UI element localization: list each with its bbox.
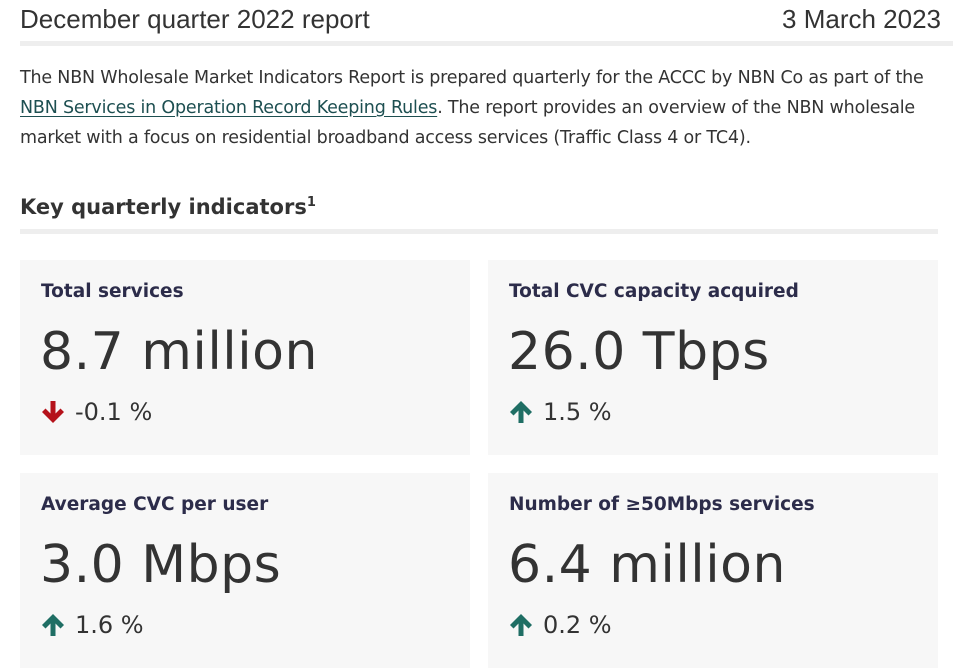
arrow-down-icon xyxy=(42,401,64,423)
indicator-change: 0.2 % xyxy=(508,609,612,641)
intro-paragraph: The NBN Wholesale Market Indicators Repo… xyxy=(20,63,940,153)
indicator-card-50mbps-services: Number of ≥50Mbps services 6.4 million 0… xyxy=(488,473,938,668)
footnote-marker[interactable]: 1 xyxy=(306,195,316,210)
indicator-change: -0.1 % xyxy=(40,396,152,428)
indicator-value: 6.4 million xyxy=(508,535,786,595)
indicator-value: 8.7 million xyxy=(40,322,318,382)
indicator-change: 1.5 % xyxy=(508,396,612,428)
intro-text-after: . The report provides an overview of the… xyxy=(20,98,915,148)
indicator-card-average-cvc: Average CVC per user 3.0 Mbps 1.6 % xyxy=(20,473,470,668)
section-heading: Key quarterly indicators1 xyxy=(20,190,316,224)
indicator-value: 3.0 Mbps xyxy=(40,535,282,595)
arrow-up-icon xyxy=(42,614,64,636)
indicator-card-total-services: Total services 8.7 million -0.1 % xyxy=(20,260,470,455)
indicator-label: Total services xyxy=(41,281,184,302)
indicator-change-value: -0.1 % xyxy=(75,398,153,426)
report-date: 3 March 2023 xyxy=(782,4,941,34)
indicator-change-value: 1.6 % xyxy=(75,611,144,639)
indicator-change-value: 0.2 % xyxy=(543,611,612,639)
section-heading-text: Key quarterly indicators xyxy=(20,195,307,219)
report-title: December quarter 2022 report xyxy=(20,4,370,34)
arrow-up-icon xyxy=(510,614,532,636)
header-divider xyxy=(20,41,953,46)
indicator-label: Average CVC per user xyxy=(41,494,269,515)
section-divider xyxy=(20,229,938,234)
indicator-label: Number of ≥50Mbps services xyxy=(509,494,815,515)
report-header: December quarter 2022 report 3 March 202… xyxy=(20,0,941,37)
indicator-label: Total CVC capacity acquired xyxy=(509,281,799,302)
record-keeping-rules-link[interactable]: NBN Services in Operation Record Keeping… xyxy=(20,98,438,118)
indicator-change-value: 1.5 % xyxy=(543,398,612,426)
indicator-card-cvc-capacity: Total CVC capacity acquired 26.0 Tbps 1.… xyxy=(488,260,938,455)
indicator-change: 1.6 % xyxy=(40,609,144,641)
arrow-up-icon xyxy=(510,401,532,423)
indicator-value: 26.0 Tbps xyxy=(508,322,770,382)
intro-text-before: The NBN Wholesale Market Indicators Repo… xyxy=(20,68,924,88)
